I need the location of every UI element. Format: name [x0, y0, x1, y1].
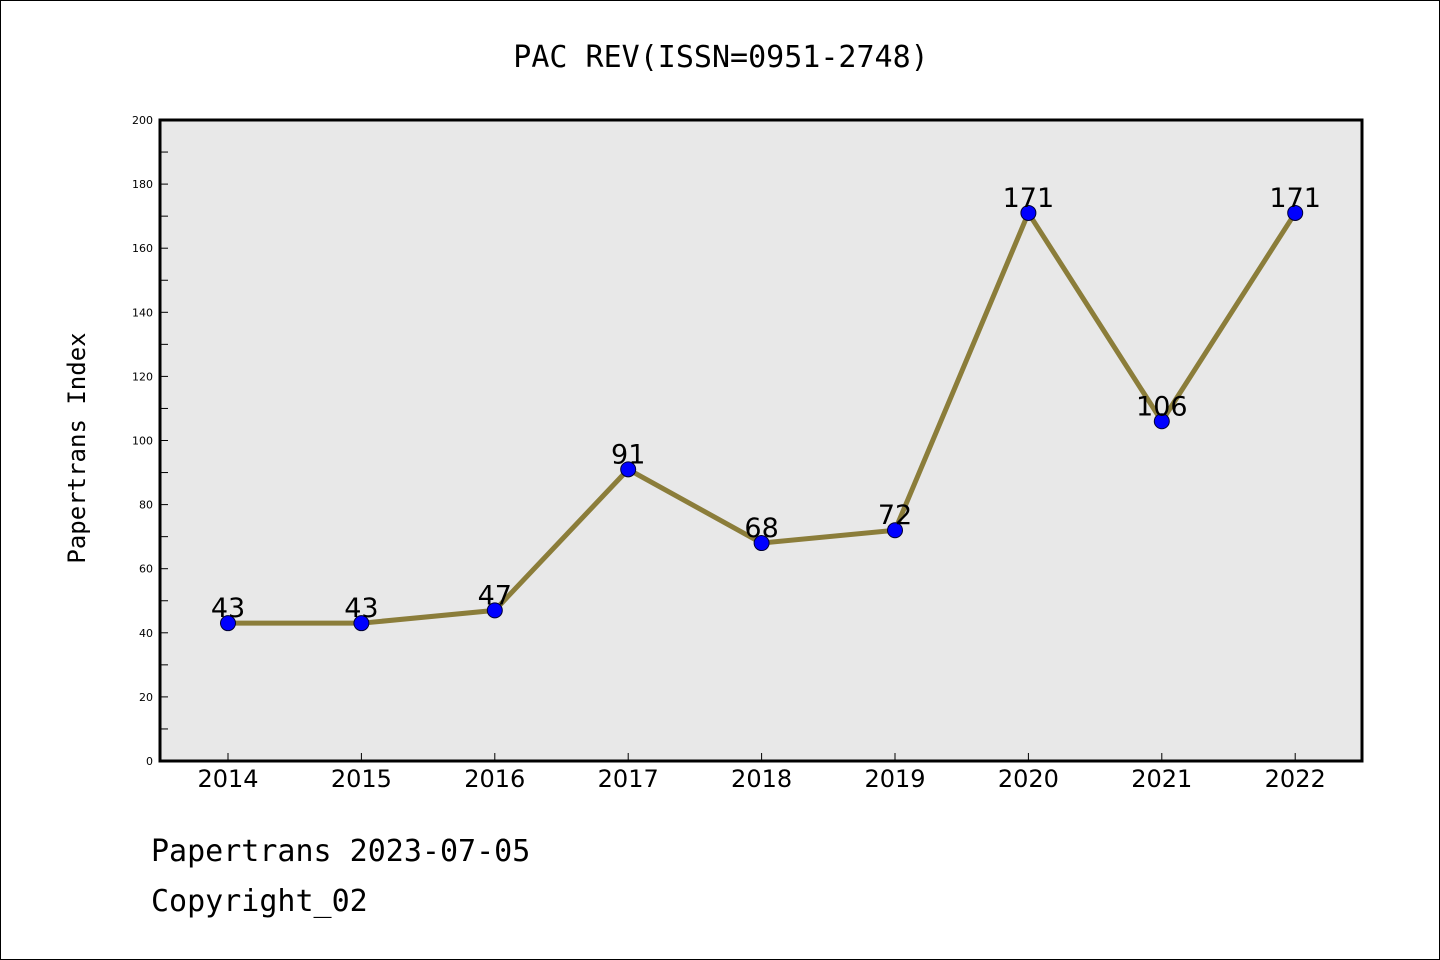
data-labels: 43 43 47 91 68 72 171 106 171	[211, 183, 1321, 624]
y-tick-label: 0	[146, 755, 153, 768]
data-point	[1153, 413, 1170, 430]
y-tick-label: 40	[139, 627, 153, 640]
x-tick-label: 2019	[864, 765, 925, 793]
data-point	[220, 615, 236, 632]
series-layer	[220, 204, 1304, 632]
y-tick-label: 200	[132, 114, 153, 127]
data-point	[1287, 204, 1304, 221]
data-label: 171	[1003, 183, 1055, 214]
data-point	[620, 461, 637, 478]
data-label: 47	[478, 580, 512, 611]
plot-area	[160, 120, 1362, 761]
y-tick-label: 180	[132, 178, 153, 191]
x-tick-label: 2018	[731, 765, 792, 793]
data-point	[1020, 204, 1037, 221]
data-label: 43	[344, 593, 378, 624]
x-tick-label: 2021	[1131, 765, 1192, 793]
data-label: 72	[878, 500, 912, 531]
x-tick-label: 2015	[331, 765, 392, 793]
data-label: 43	[211, 593, 245, 624]
data-label: 68	[744, 513, 778, 544]
footer-copyright: Copyright_02	[151, 884, 368, 919]
x-axis-ticks: 2014 2015 2016 2017 2018 2019 2020 2021 2022	[197, 753, 1326, 793]
chart-title: PAC REV(ISSN=0951-2748)	[513, 40, 928, 75]
y-tick-label: 140	[132, 306, 153, 319]
x-tick-label: 2016	[464, 765, 525, 793]
footer-date: Papertrans 2023-07-05	[151, 834, 531, 869]
data-point	[486, 602, 503, 619]
y-tick-label: 20	[139, 691, 153, 704]
x-tick-label: 2020	[998, 765, 1059, 793]
plot-border	[158, 118, 1364, 763]
y-tick-label: 80	[139, 499, 153, 512]
y-tick-label: 120	[132, 370, 153, 383]
x-tick-label: 2022	[1265, 765, 1326, 793]
data-label: 106	[1136, 391, 1188, 422]
data-point	[353, 615, 370, 632]
x-tick-label: 2017	[598, 765, 659, 793]
y-axis-label: Papertrans Index	[63, 332, 91, 563]
x-tick-label: 2014	[197, 765, 258, 793]
data-label: 171	[1269, 183, 1321, 214]
y-tick-label: 60	[139, 563, 153, 576]
y-tick-label: 160	[132, 242, 153, 255]
data-label: 91	[611, 439, 645, 470]
y-tick-label: 100	[132, 435, 153, 448]
data-point	[753, 535, 770, 552]
data-point	[887, 522, 903, 539]
